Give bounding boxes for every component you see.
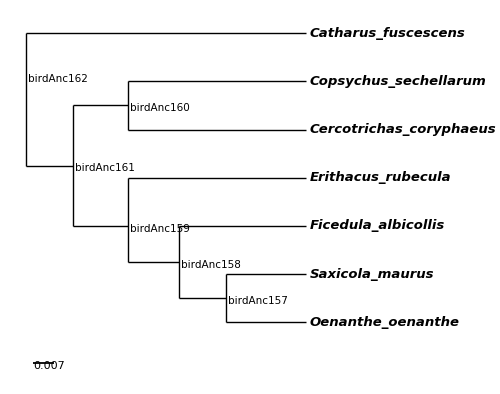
Text: Catharus_fuscescens: Catharus_fuscescens bbox=[310, 26, 466, 39]
Text: Erithacus_rubecula: Erithacus_rubecula bbox=[310, 171, 452, 184]
Text: birdAnc159: birdAnc159 bbox=[130, 223, 190, 234]
Text: Oenanthe_oenanthe: Oenanthe_oenanthe bbox=[310, 316, 460, 329]
Text: 0.007: 0.007 bbox=[34, 361, 65, 370]
Text: birdAnc160: birdAnc160 bbox=[130, 103, 190, 113]
Text: Copsychus_sechellarum: Copsychus_sechellarum bbox=[310, 75, 486, 88]
Text: Saxicola_maurus: Saxicola_maurus bbox=[310, 268, 434, 281]
Text: birdAnc162: birdAnc162 bbox=[28, 74, 88, 84]
Text: Cercotrichas_coryphaeus: Cercotrichas_coryphaeus bbox=[310, 123, 496, 136]
Text: birdAnc158: birdAnc158 bbox=[180, 260, 240, 269]
Text: birdAnc161: birdAnc161 bbox=[75, 163, 135, 173]
Text: Ficedula_albicollis: Ficedula_albicollis bbox=[310, 219, 445, 232]
Text: birdAnc157: birdAnc157 bbox=[228, 296, 288, 306]
